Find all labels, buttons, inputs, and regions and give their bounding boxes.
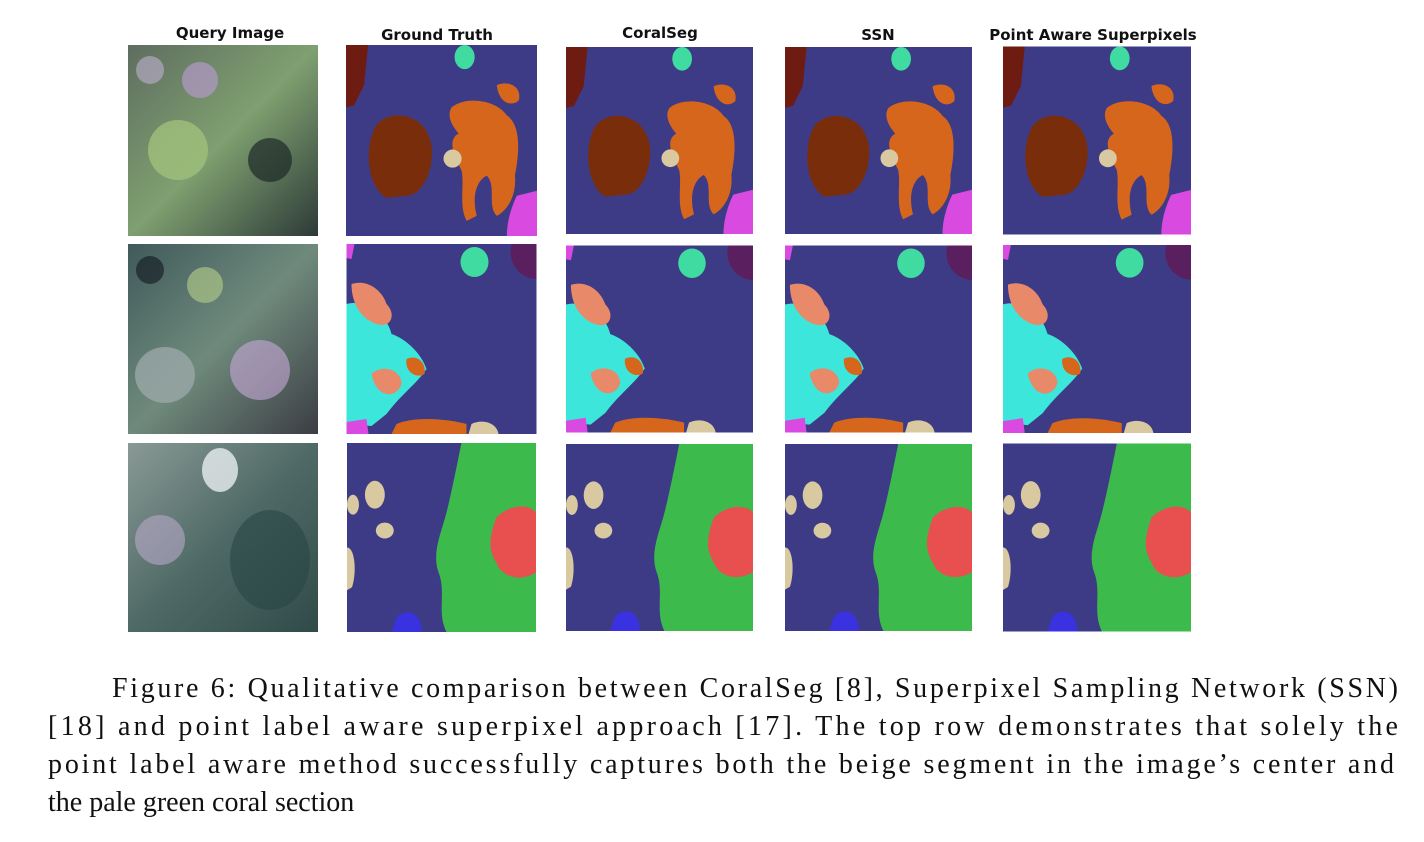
column-header: Point Aware Superpixels (989, 26, 1197, 44)
mask (566, 47, 753, 234)
mask (785, 47, 972, 234)
column-header: Ground Truth (381, 26, 493, 44)
mask (566, 245, 753, 433)
caption-line: Figure 6: Qualitative comparison between… (112, 673, 1398, 704)
column-header: Query Image (176, 24, 284, 42)
segmentation-masks (346, 45, 1191, 632)
mask (1003, 443, 1191, 632)
column-header: CoralSeg (622, 24, 698, 42)
caption-line: the pale green coral section (48, 787, 354, 818)
caption: Figure 6: Qualitative comparison between… (48, 673, 1398, 818)
caption-line: [18] and point label aware superpixel ap… (48, 711, 1398, 742)
mask (346, 45, 537, 236)
caption-line: point label aware method successfully ca… (48, 749, 1394, 780)
mask (347, 443, 536, 632)
query-image (128, 443, 318, 632)
mask (785, 444, 972, 631)
mask (1003, 46, 1191, 235)
query-image (128, 244, 318, 434)
mask (346, 244, 537, 434)
query-image (128, 45, 318, 236)
mask (1003, 245, 1191, 433)
mask (566, 444, 753, 631)
column-header: SSN (861, 26, 895, 44)
column-headers: Query Image Ground Truth CoralSeg SSN Po… (176, 24, 1197, 44)
mask (785, 245, 972, 433)
query-images (128, 45, 318, 632)
